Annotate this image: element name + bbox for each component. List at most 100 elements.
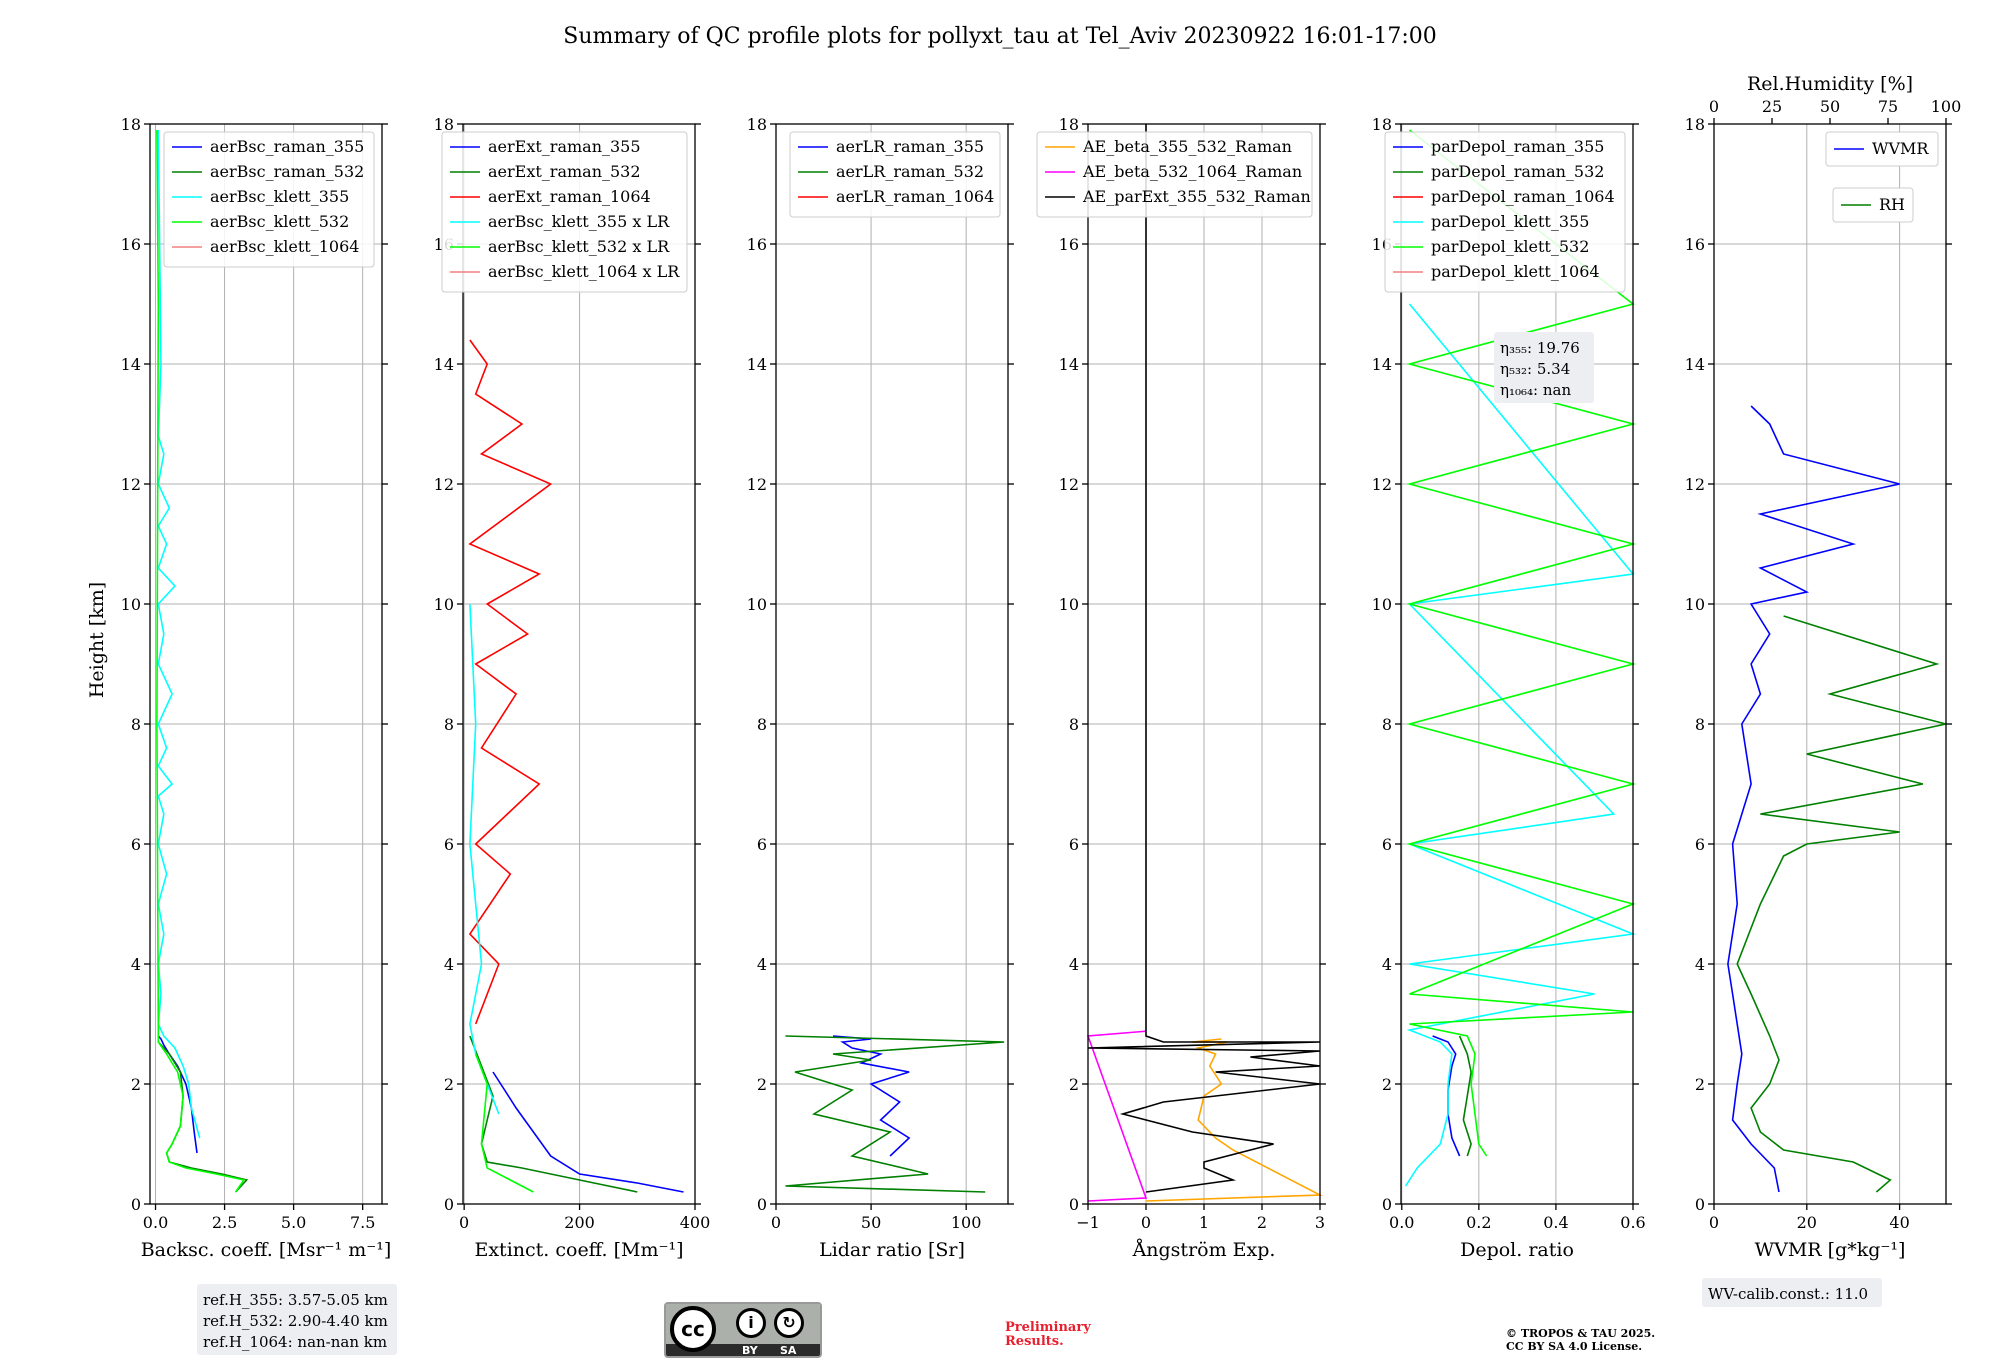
preliminary-note: Preliminary Results. bbox=[1005, 1321, 1091, 1349]
y-tick-label: 0 bbox=[1069, 1195, 1079, 1214]
x-tick-label: 2 bbox=[1257, 1213, 1267, 1232]
y-tick-label: 14 bbox=[121, 355, 141, 374]
y-tick-label: 2 bbox=[131, 1075, 141, 1094]
panel-1: 0 2 4 6 8 10 12 14 16 18 0.0 2.5 5.0 7.5 Backsc. coeff… bbox=[121, 115, 397, 1355]
x-tick-label: 400 bbox=[680, 1213, 711, 1232]
y-tick-label: 2 bbox=[1695, 1075, 1705, 1094]
legend-entry: AE_parExt_355_532_Raman bbox=[1082, 187, 1311, 206]
y-tick-label: 4 bbox=[444, 955, 454, 974]
y-tick-label: 2 bbox=[1069, 1075, 1079, 1094]
y-tick-label: 0 bbox=[444, 1195, 454, 1214]
series-line-RH bbox=[1736, 615, 1947, 1193]
annotation-line: η₅₃₂: 5.34 bbox=[1500, 360, 1570, 378]
legend-entry: aerBsc_klett_355 bbox=[210, 187, 349, 206]
x-tick-label: 3 bbox=[1315, 1213, 1325, 1232]
legend-box bbox=[1825, 131, 1939, 167]
y-tick-label: 16 bbox=[747, 235, 767, 254]
legend-box bbox=[163, 131, 375, 268]
y-tick-label: 2 bbox=[1382, 1075, 1392, 1094]
y-tick-label: 12 bbox=[434, 475, 454, 494]
legend-entry: AE_beta_532_1064_Raman bbox=[1082, 162, 1302, 181]
y-tick-label: 18 bbox=[121, 115, 141, 134]
y-tick-label: 12 bbox=[121, 475, 141, 494]
legend-entry: aerBsc_raman_355 bbox=[210, 137, 364, 156]
legend-entry: aerExt_raman_1064 bbox=[488, 187, 651, 206]
y-tick-label: 12 bbox=[1685, 475, 1705, 494]
annotation-box bbox=[1702, 1278, 1882, 1307]
y-tick-label: 4 bbox=[1382, 955, 1392, 974]
figure-title: Summary of QC profile plots for pollyxt_… bbox=[563, 24, 1436, 49]
y-tick-label: 18 bbox=[747, 115, 767, 134]
y-tick-label: 8 bbox=[1382, 715, 1392, 734]
legend-entry: parDepol_raman_355 bbox=[1431, 137, 1604, 156]
annotation-line: WV-calib.const.: 11.0 bbox=[1708, 1285, 1868, 1303]
y-tick-label: 12 bbox=[1059, 475, 1079, 494]
top-x-tick-label: 100 bbox=[1931, 97, 1962, 116]
x-tick-label: 50 bbox=[861, 1213, 881, 1232]
x-axis-label: Ångström Exp. bbox=[1132, 1239, 1276, 1261]
legend-entry: aerExt_raman_355 bbox=[488, 137, 641, 156]
x-tick-label: 0 bbox=[1141, 1213, 1151, 1232]
y-tick-label: 6 bbox=[1695, 835, 1705, 854]
y-tick-label: 8 bbox=[1695, 715, 1705, 734]
x-axis-label: Extinct. coeff. [Mm⁻¹] bbox=[474, 1239, 683, 1261]
y-tick-label: 0 bbox=[1382, 1195, 1392, 1214]
cc-by-label: BY bbox=[742, 1344, 758, 1357]
x-axis-label: WVMR [g*kg⁻¹] bbox=[1755, 1239, 1906, 1261]
y-tick-label: 4 bbox=[1695, 955, 1705, 974]
y-tick-label: 0 bbox=[131, 1195, 141, 1214]
x-tick-label: 7.5 bbox=[350, 1213, 375, 1232]
series-line-parDepol_raman_355 bbox=[1432, 1035, 1461, 1157]
legend-entry: aerExt_raman_532 bbox=[488, 162, 641, 181]
y-tick-label: 14 bbox=[1372, 355, 1392, 374]
y-tick-label: 10 bbox=[1372, 595, 1392, 614]
top-x-tick-label: 25 bbox=[1762, 97, 1782, 116]
top-x-axis-label: Rel.Humidity [%] bbox=[1747, 73, 1913, 95]
y-tick-label: 18 bbox=[1685, 115, 1705, 134]
y-tick-label: 18 bbox=[1372, 115, 1392, 134]
y-tick-label: 16 bbox=[121, 235, 141, 254]
series-line-aerExt_raman_355 bbox=[492, 1071, 684, 1193]
copyright-line-1: © TROPOS & TAU 2025. bbox=[1506, 1327, 1656, 1340]
y-tick-label: 4 bbox=[757, 955, 767, 974]
x-tick-label: 40 bbox=[1889, 1213, 1909, 1232]
annotation-line: ref.H_532: 2.90-4.40 km bbox=[203, 1312, 388, 1330]
x-tick-label: 0.6 bbox=[1620, 1213, 1645, 1232]
y-tick-label: 6 bbox=[131, 835, 141, 854]
legend-entry: aerBsc_klett_532 x LR bbox=[488, 237, 670, 256]
series-line-aerLR_raman_355 bbox=[832, 1035, 911, 1157]
y-tick-label: 14 bbox=[1685, 355, 1705, 374]
y-tick-label: 8 bbox=[131, 715, 141, 734]
preliminary-line-1: Preliminary bbox=[1005, 1320, 1091, 1335]
y-tick-label: 4 bbox=[131, 955, 141, 974]
y-tick-label: 2 bbox=[757, 1075, 767, 1094]
series-line-aerBsc_klett_532 bbox=[156, 129, 246, 1193]
annotation-box bbox=[1494, 332, 1594, 403]
y-tick-label: 6 bbox=[757, 835, 767, 854]
y-tick-label: 8 bbox=[1069, 715, 1079, 734]
legend-box bbox=[441, 131, 688, 293]
legend-entry: AE_beta_355_532_Raman bbox=[1082, 137, 1292, 156]
x-tick-label: 0.0 bbox=[143, 1213, 168, 1232]
legend-box bbox=[789, 131, 1001, 218]
y-tick-label: 14 bbox=[747, 355, 767, 374]
series-line-aerBsc_klett_355 bbox=[157, 129, 201, 1139]
series-line-parDepol_raman_532 bbox=[1458, 1035, 1472, 1157]
cc-sa-label: SA bbox=[780, 1344, 797, 1357]
axes-frame bbox=[1713, 123, 1947, 1205]
x-tick-label: 100 bbox=[951, 1213, 982, 1232]
legend-entry: aerBsc_klett_355 x LR bbox=[488, 212, 670, 231]
annotation-line: η₃₅₅: 19.76 bbox=[1500, 339, 1580, 357]
legend-entry: aerLR_raman_355 bbox=[836, 137, 984, 156]
y-tick-label: 8 bbox=[757, 715, 767, 734]
series-line-AE_parExt_355_532_Raman bbox=[1087, 124, 1321, 1193]
legend-entry: parDepol_klett_1064 bbox=[1431, 262, 1600, 281]
x-tick-label: 5.0 bbox=[281, 1213, 306, 1232]
panel-2: 0246810121416180200400Extinct. coeff. [M… bbox=[434, 115, 711, 1261]
x-tick-label: 1 bbox=[1199, 1213, 1209, 1232]
x-tick-label: 200 bbox=[564, 1213, 595, 1232]
legend-entry: aerBsc_klett_532 bbox=[210, 212, 349, 231]
top-x-tick-label: 0 bbox=[1709, 97, 1719, 116]
